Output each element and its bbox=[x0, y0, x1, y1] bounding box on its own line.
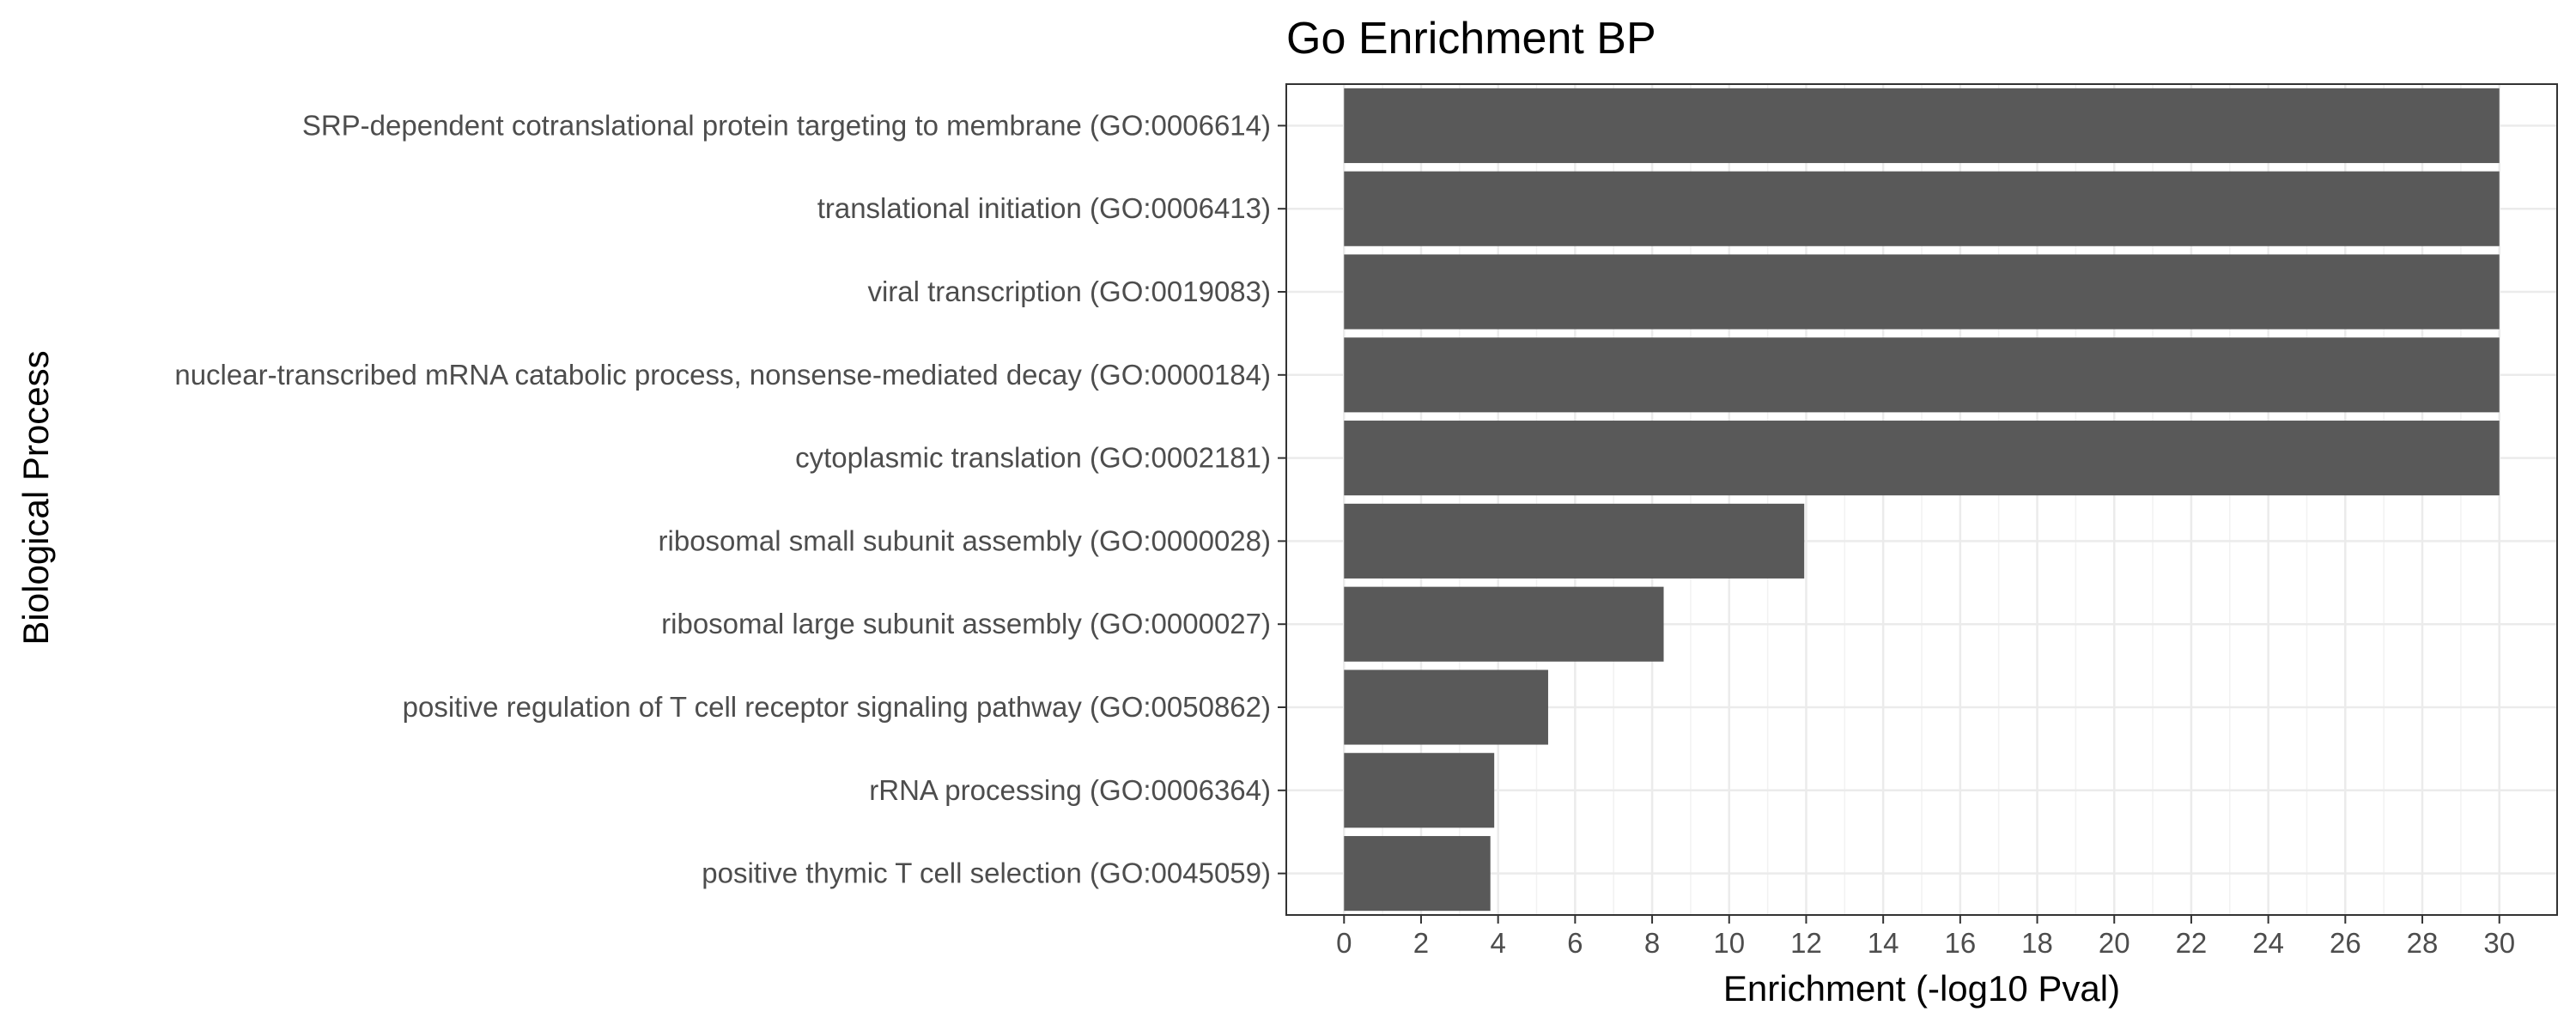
bar bbox=[1344, 586, 1664, 662]
y-tick-label: viral transcription (GO:0019083) bbox=[867, 276, 1271, 307]
bar bbox=[1344, 337, 2500, 413]
bar bbox=[1344, 836, 1491, 912]
x-tick-label: 26 bbox=[2330, 927, 2361, 959]
y-tick-label: SRP-dependent cotranslational protein ta… bbox=[302, 109, 1271, 141]
x-tick-label: 24 bbox=[2252, 927, 2284, 959]
bar bbox=[1344, 88, 2500, 163]
bars-layer bbox=[1344, 88, 2500, 912]
x-tick-label: 6 bbox=[1567, 927, 1583, 959]
x-tick-label: 30 bbox=[2483, 927, 2515, 959]
x-tick-label: 18 bbox=[2021, 927, 2053, 959]
bar bbox=[1344, 421, 2500, 496]
x-tick-label: 2 bbox=[1413, 927, 1429, 959]
bar bbox=[1344, 503, 1805, 579]
x-tick-label: 0 bbox=[1336, 927, 1352, 959]
panel-border bbox=[1285, 83, 2558, 916]
x-tick-label: 10 bbox=[1713, 927, 1745, 959]
bar bbox=[1344, 254, 2500, 330]
bar bbox=[1344, 753, 1495, 828]
y-tick-label: translational initiation (GO:0006413) bbox=[817, 192, 1271, 224]
x-tick-label: 8 bbox=[1644, 927, 1660, 959]
x-axis-title: Enrichment (-log10 Pval) bbox=[1723, 968, 2120, 1009]
bar bbox=[1344, 171, 2500, 246]
x-tick-label: 22 bbox=[2176, 927, 2208, 959]
bar bbox=[1344, 670, 1548, 745]
y-tick-label: rRNA processing (GO:0006364) bbox=[869, 774, 1271, 806]
y-axis-title: Biological Process bbox=[15, 350, 56, 645]
chart-title: Go Enrichment BP bbox=[1286, 14, 1656, 64]
x-tick-label: 16 bbox=[1944, 927, 1976, 959]
axis-layer: SRP-dependent cotranslational protein ta… bbox=[174, 109, 2515, 959]
x-tick-label: 20 bbox=[2099, 927, 2130, 959]
x-tick-label: 4 bbox=[1490, 927, 1505, 959]
y-tick-label: positive thymic T cell selection (GO:004… bbox=[702, 857, 1271, 889]
y-tick-label: positive regulation of T cell receptor s… bbox=[403, 691, 1271, 723]
x-tick-label: 28 bbox=[2407, 927, 2439, 959]
y-tick-label: nuclear-transcribed mRNA catabolic proce… bbox=[174, 359, 1271, 391]
y-tick-label: cytoplasmic translation (GO:0002181) bbox=[795, 442, 1271, 474]
y-tick-label: ribosomal small subunit assembly (GO:000… bbox=[659, 524, 1271, 556]
x-tick-label: 12 bbox=[1790, 927, 1822, 959]
y-tick-label: ribosomal large subunit assembly (GO:000… bbox=[661, 608, 1271, 639]
x-tick-label: 14 bbox=[1868, 927, 1899, 959]
